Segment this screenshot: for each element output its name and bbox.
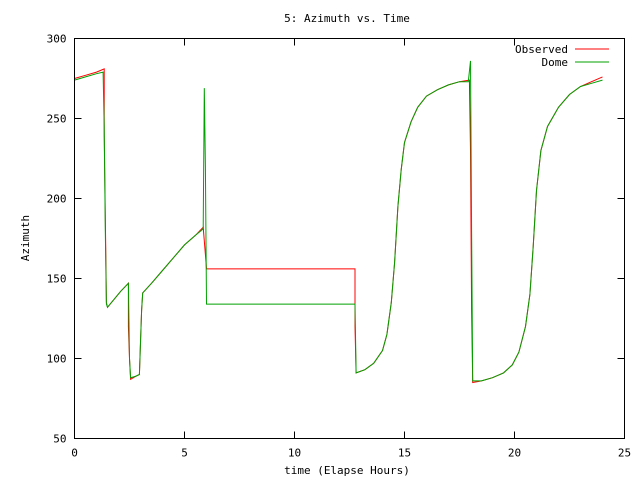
y-tick-label: 250 <box>47 113 67 126</box>
x-tick-label: 20 <box>508 447 521 460</box>
y-tick-label: 200 <box>47 193 67 206</box>
x-axis-label: time (Elapse Hours) <box>284 464 410 477</box>
x-tick-label: 10 <box>288 447 301 460</box>
plot-area <box>74 60 603 384</box>
y-tick-label: 100 <box>47 353 67 366</box>
legend-label-observed: Observed <box>515 43 568 56</box>
plot-frame <box>74 38 625 439</box>
x-tick-label: 15 <box>398 447 411 460</box>
x-tick-label: 5 <box>181 447 188 460</box>
legend-label-dome: Dome <box>542 56 569 69</box>
y-axis: 50 100 150 200 250 300 <box>47 33 625 446</box>
x-tick-label: 25 <box>618 447 631 460</box>
y-tick-label: 300 <box>47 33 67 46</box>
y-tick-label: 150 <box>47 273 67 286</box>
y-axis-label: Azimuth <box>19 215 32 261</box>
x-axis: 0 5 10 15 20 25 <box>71 38 631 460</box>
chart-title: 5: Azimuth vs. Time <box>284 12 410 25</box>
x-tick-label: 0 <box>71 447 78 460</box>
series-line-dome <box>74 60 603 382</box>
y-tick-label: 50 <box>53 433 66 446</box>
